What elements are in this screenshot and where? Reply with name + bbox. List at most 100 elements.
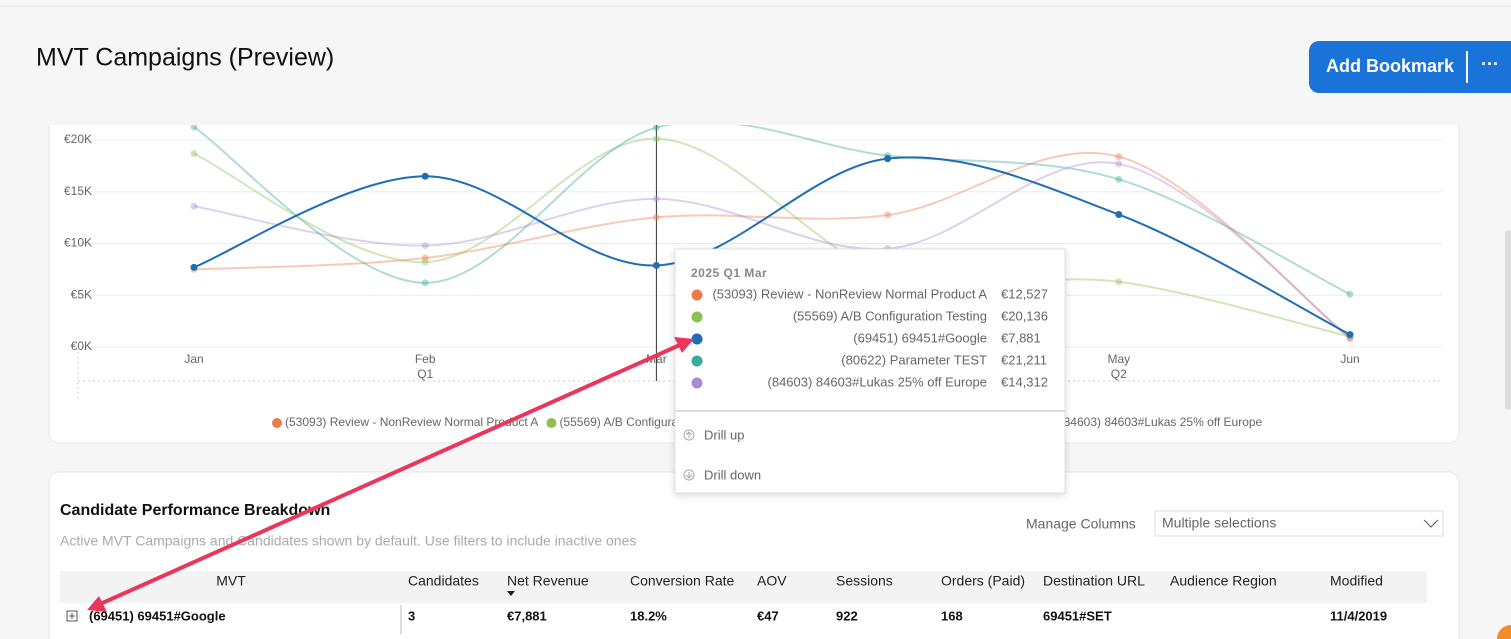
data-point[interactable] [1115, 160, 1123, 168]
data-point[interactable] [1115, 278, 1123, 286]
data-point[interactable] [652, 261, 660, 269]
data-point[interactable] [652, 135, 660, 143]
table-cell: 922 [836, 608, 858, 623]
data-point[interactable] [884, 211, 892, 219]
drill-down-icon [683, 469, 695, 481]
data-point[interactable] [1346, 331, 1354, 339]
table-title: Candidate Performance Breakdown [60, 502, 330, 519]
y-tick-label: €0K [71, 339, 92, 353]
annotation-arrow [87, 337, 694, 612]
data-point[interactable] [652, 195, 660, 203]
data-point[interactable] [1346, 290, 1354, 298]
tooltip-value: €21,211 [1001, 352, 1047, 367]
add-bookmark-button[interactable] [1309, 41, 1511, 93]
column-header[interactable]: MVT [216, 573, 246, 589]
column-header[interactable]: Candidates [408, 573, 479, 589]
column-header[interactable]: Orders (Paid) [941, 573, 1025, 589]
tooltip-value: €20,136 [1001, 308, 1048, 323]
x-tick-label: Jun [1340, 352, 1359, 366]
y-tick-label: €5K [71, 287, 92, 301]
column-header[interactable]: Audience Region [1170, 573, 1277, 589]
tooltip-marker [691, 311, 703, 323]
dropdown-icon [1423, 519, 1439, 528]
add-bookmark-label: Add Bookmark [1326, 56, 1455, 76]
legend-label[interactable]: (84603) 84603#Lukas 25% off Europe [1060, 415, 1263, 429]
sort-icon[interactable] [507, 591, 515, 596]
data-point[interactable] [421, 172, 429, 180]
data-point[interactable] [652, 123, 660, 131]
table-cell: 3 [408, 608, 415, 623]
drill-up[interactable]: Drill up [704, 427, 744, 442]
series-line [193, 156, 1351, 336]
x-group-label: Q1 [417, 367, 433, 381]
drill-down[interactable]: Drill down [704, 467, 761, 482]
column-header[interactable]: Conversion Rate [630, 573, 734, 589]
tooltip-marker [691, 377, 703, 389]
header-bar [0, 0, 1511, 125]
data-point[interactable] [1115, 211, 1123, 219]
arrow-line [97, 342, 683, 607]
table-card [48, 471, 1460, 639]
tooltip-marker [691, 355, 703, 367]
table-cell: €7,881 [507, 608, 547, 623]
column-header[interactable]: AOV [757, 573, 787, 589]
data-point[interactable] [652, 213, 660, 221]
y-tick-label: €10K [64, 236, 92, 250]
series-line [193, 120, 1351, 296]
data-point[interactable] [1115, 153, 1123, 161]
series-line [193, 151, 1351, 340]
drill-down-arrow [685, 472, 693, 479]
arrow-head [674, 337, 694, 353]
table: Candidate Performance Breakdown Active M… [60, 502, 1444, 634]
column-header[interactable]: Net Revenue [507, 573, 589, 589]
tooltip-value: €7,881 [1001, 330, 1041, 345]
data-point[interactable] [1115, 175, 1123, 183]
legend-marker [272, 418, 282, 428]
tooltip-marker [691, 333, 703, 345]
table-header-row [60, 571, 1427, 603]
column-selector-value: Multiple selections [1162, 515, 1276, 531]
tooltip: 2025 Q1 Mar Drill up Drill down (53093) … [674, 248, 1066, 494]
tooltip-value: €12,527 [1001, 286, 1048, 301]
data-point[interactable] [190, 263, 198, 271]
table-subtitle: Active MVT Campaigns and Candidates show… [60, 533, 636, 549]
table-cell: 168 [941, 608, 963, 623]
data-point[interactable] [421, 258, 429, 266]
manage-columns-label: Manage Columns [1026, 516, 1136, 532]
data-point[interactable] [884, 155, 892, 163]
column-selector[interactable] [1154, 510, 1444, 537]
column-header[interactable]: Destination URL [1043, 573, 1145, 589]
tooltip-marker [691, 289, 703, 301]
x-group-label: Q2 [1111, 367, 1127, 381]
more-menu[interactable]: ··· [1481, 54, 1499, 74]
scrollbar[interactable] [1505, 230, 1511, 410]
tooltip-series-name: (84603) 84603#Lukas 25% off Europe [768, 374, 987, 389]
y-tick-label: €20K [64, 132, 92, 146]
expand-icon[interactable] [66, 610, 78, 622]
table-cell: 11/4/2019 [1330, 608, 1387, 623]
help-bubble[interactable] [1497, 625, 1511, 639]
data-point[interactable] [190, 123, 198, 131]
table-cell: €47 [757, 608, 779, 623]
tooltip-value: €14,312 [1001, 374, 1048, 389]
x-tick-label: May [1107, 352, 1130, 366]
tooltip-series-name: (55569) A/B Configuration Testing [793, 308, 987, 323]
series-line [193, 137, 1351, 338]
expand-icon-plus [69, 613, 75, 619]
legend-label[interactable]: (53093) Review - NonReview Normal Produc… [285, 415, 538, 429]
x-tick-label: Jan [184, 352, 203, 366]
data-point[interactable] [421, 254, 429, 262]
drill-up-icon [683, 429, 695, 441]
data-point[interactable] [190, 202, 198, 210]
column-header[interactable]: Modified [1330, 573, 1383, 589]
data-point[interactable] [421, 279, 429, 287]
tooltip-title: 2025 Q1 Mar [691, 266, 767, 280]
data-point[interactable] [190, 149, 198, 157]
legend-marker [546, 418, 557, 428]
data-point[interactable] [421, 242, 429, 250]
x-tick-label: Feb [415, 352, 436, 366]
column-header[interactable]: Sessions [836, 573, 893, 589]
series-line [193, 161, 1351, 339]
tooltip-series-name: (69451) 69451#Google [853, 330, 987, 345]
